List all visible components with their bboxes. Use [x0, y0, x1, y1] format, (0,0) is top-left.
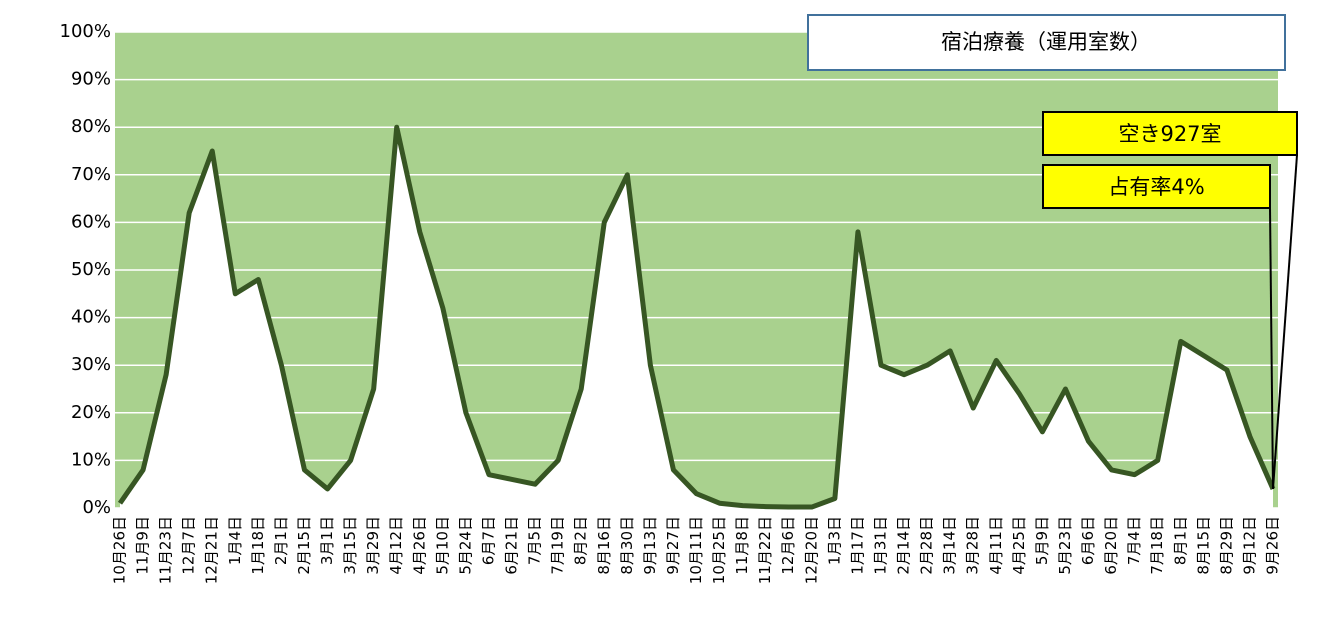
title-box	[807, 14, 1286, 71]
x-tick-label: 2月1日	[272, 516, 290, 565]
callout-line	[1269, 207, 1274, 489]
x-tick-label: 8月29日	[1217, 516, 1235, 575]
line	[117, 124, 1276, 510]
x-tick-label: 10月25日	[710, 516, 728, 584]
x-tick-label: 9月27日	[664, 516, 682, 575]
x-tick-label: 12月7日	[180, 516, 198, 575]
x-tick-label: 1月3日	[825, 516, 843, 565]
x-tick-label: 11月22日	[756, 516, 774, 584]
x-tick-label: 3月14日	[941, 516, 959, 575]
x-tick-label: 7月19日	[549, 516, 567, 575]
callout-line	[1272, 154, 1298, 490]
y-tick-label: 0%	[82, 497, 111, 518]
x-tick-label: 8月2日	[572, 516, 590, 565]
y-tick-label: 70%	[71, 164, 111, 185]
x-tick-label: 1月18日	[249, 516, 267, 575]
x-tick-label: 8月16日	[595, 516, 613, 575]
x-tick-label: 1月17日	[848, 516, 866, 575]
x-tick-label: 2月28日	[918, 516, 936, 575]
x-tick-label: 1月4日	[226, 516, 244, 565]
y-tick-label: 10%	[71, 449, 111, 470]
x-tick-label: 4月26日	[410, 516, 428, 575]
x-tick-label: 8月30日	[618, 516, 636, 575]
y-tick-label: 20%	[71, 402, 111, 423]
x-tick-label: 3月15日	[341, 516, 359, 575]
x-tick-label: 10月11日	[687, 516, 705, 584]
annotation: 占有率4%	[1108, 175, 1204, 199]
x-tick-label: 5月24日	[456, 516, 474, 575]
x-tick-label: 12月20日	[802, 516, 820, 584]
y-tick-label: 40%	[71, 307, 111, 328]
x-tick-label: 7月5日	[526, 516, 544, 565]
x-tick-label: 2月15日	[295, 516, 313, 575]
x-tick-label: 3月1日	[318, 516, 336, 565]
annotation-box	[1042, 164, 1271, 209]
x-tick-label: 8月15日	[1194, 516, 1212, 575]
x-tick-label: 4月25日	[1010, 516, 1028, 575]
x-tick-label: 9月12日	[1240, 516, 1258, 575]
x-tick-label: 4月11日	[987, 516, 1005, 575]
x-tick-label: 11月8日	[733, 516, 751, 575]
x-tick-label: 10月26日	[111, 516, 129, 584]
x-tick-label: 1月31日	[871, 516, 889, 575]
x-tick-label: 9月26日	[1264, 516, 1282, 575]
x-tick-label: 2月14日	[895, 516, 913, 575]
y-tick-label: 100%	[60, 21, 111, 42]
x-tick-label: 7月4日	[1125, 516, 1143, 565]
y-tick-label: 80%	[71, 116, 111, 137]
x-tick-label: 5月10日	[433, 516, 451, 575]
annotation-box	[1042, 111, 1298, 156]
y-tick-label: 50%	[71, 259, 111, 280]
x-tick-label: 5月9日	[1033, 516, 1051, 565]
x-tick-label: 6月20日	[1102, 516, 1120, 575]
x-tick-label: 4月12日	[387, 516, 405, 575]
x-tick-label: 6月21日	[503, 516, 521, 575]
x-tick-label: 7月18日	[1148, 516, 1166, 575]
x-tick-label: 5月23日	[1056, 516, 1074, 575]
x-tick-label: 12月21日	[203, 516, 221, 584]
x-tick-label: 6月7日	[479, 516, 497, 565]
x-tick-label: 11月9日	[134, 516, 152, 575]
y-tick-label: 30%	[71, 354, 111, 375]
annotation: 空き927室	[1118, 122, 1221, 146]
x-tick-label: 6月6日	[1079, 516, 1097, 565]
x-tick-label: 11月23日	[157, 516, 175, 584]
x-tick-label: 12月6日	[779, 516, 797, 575]
x-tick-label: 8月1日	[1171, 516, 1189, 565]
chart-title: 宿泊療養（運用室数）	[941, 30, 1151, 54]
x-tick-label: 3月29日	[364, 516, 382, 575]
x-tick-label: 3月28日	[964, 516, 982, 575]
y-tick-label: 60%	[71, 211, 111, 232]
x-tick-label: 9月13日	[641, 516, 659, 575]
y-tick-label: 90%	[71, 69, 111, 90]
